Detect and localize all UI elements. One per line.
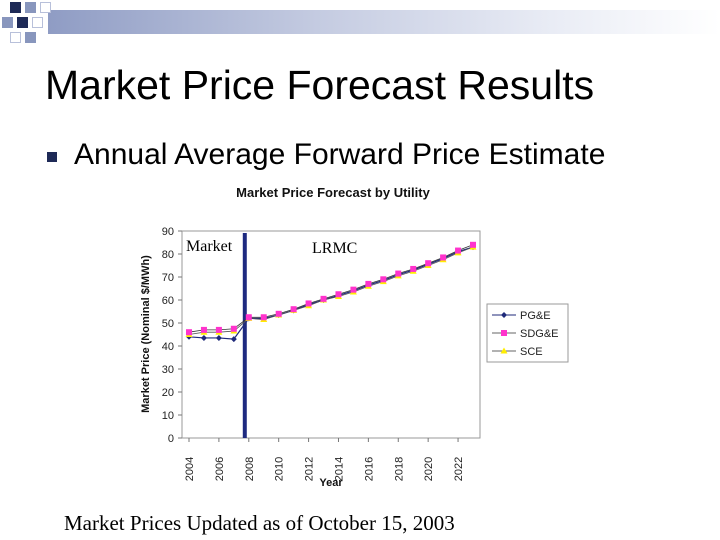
decoration-square (10, 32, 21, 43)
sdge-point (455, 247, 462, 254)
decoration-square (2, 17, 13, 28)
bullet-text: Annual Average Forward Price Estimate (74, 138, 606, 171)
decoration-square (25, 32, 36, 43)
bullet-square-icon (47, 152, 57, 162)
sdge-point (335, 291, 342, 298)
sdge-point (186, 329, 192, 336)
sdge-point (440, 254, 447, 261)
y-axis-label: Market Price (Nominal $/MWh) (140, 255, 152, 413)
y-tick-label: 60 (162, 295, 174, 307)
x-tick-label: 2018 (393, 457, 405, 481)
sdge-point (215, 326, 222, 333)
x-tick-label: 2020 (423, 457, 435, 481)
y-tick-label: 80 (162, 249, 174, 261)
y-tick-label: 90 (162, 226, 174, 238)
legend-marker-sdge (501, 330, 507, 336)
x-tick-label: 2010 (274, 457, 286, 481)
sdge-point (260, 314, 267, 321)
sdge-point (425, 260, 432, 267)
x-tick-label: 2014 (333, 457, 345, 481)
sdge-point (290, 306, 297, 313)
sdge-point (320, 295, 327, 302)
decoration-gradient-band (48, 10, 720, 34)
y-tick-label: 50 (162, 318, 174, 330)
footnote: Market Prices Updated as of October 15, … (64, 511, 455, 535)
y-tick-label: 10 (162, 410, 174, 422)
x-tick-label: 2016 (363, 457, 375, 481)
y-tick-label: 30 (162, 364, 174, 376)
x-tick-label: 2022 (453, 457, 465, 481)
y-tick-label: 70 (162, 272, 174, 284)
legend-marker-sce (500, 347, 508, 354)
lrmc-label: LRMC (312, 240, 357, 257)
pge-point (230, 336, 237, 343)
legend-marker-pge (501, 312, 507, 318)
decoration-square (17, 17, 28, 28)
decoration-square (32, 17, 43, 28)
sdge-point (230, 325, 237, 332)
pge-point (200, 334, 207, 341)
sdge-point (245, 314, 252, 321)
legend-label: SDG&E (520, 328, 559, 340)
y-tick-label: 0 (168, 433, 174, 445)
x-axis-label: Year (319, 477, 343, 489)
y-tick-label: 20 (162, 387, 174, 399)
x-tick-label: 2008 (244, 457, 256, 481)
sdge-point (410, 265, 417, 272)
slide-title: Market Price Forecast Results (45, 62, 595, 108)
decoration-square (25, 2, 36, 13)
x-tick-label: 2004 (184, 457, 196, 481)
market-label: Market (186, 238, 233, 255)
sdge-point (275, 310, 282, 317)
sdge-point (470, 241, 476, 248)
legend-box (486, 303, 569, 363)
chart-title: Market Price Forecast by Utility (236, 185, 430, 200)
sdge-point (200, 326, 207, 333)
sdge-point (395, 270, 402, 277)
legend-label: SCE (520, 346, 543, 358)
decoration-square (10, 2, 21, 13)
sdge-point (380, 276, 387, 283)
sdge-point (350, 286, 357, 293)
decoration-square (40, 2, 51, 13)
sdge-point (365, 280, 372, 287)
x-tick-label: 2006 (214, 457, 226, 481)
sdge-point (305, 300, 312, 307)
title-decoration (0, 0, 720, 50)
x-tick-label: 2012 (304, 457, 316, 481)
y-tick-label: 40 (162, 341, 174, 353)
legend-label: PG&E (520, 310, 551, 322)
pge-point (215, 334, 222, 341)
